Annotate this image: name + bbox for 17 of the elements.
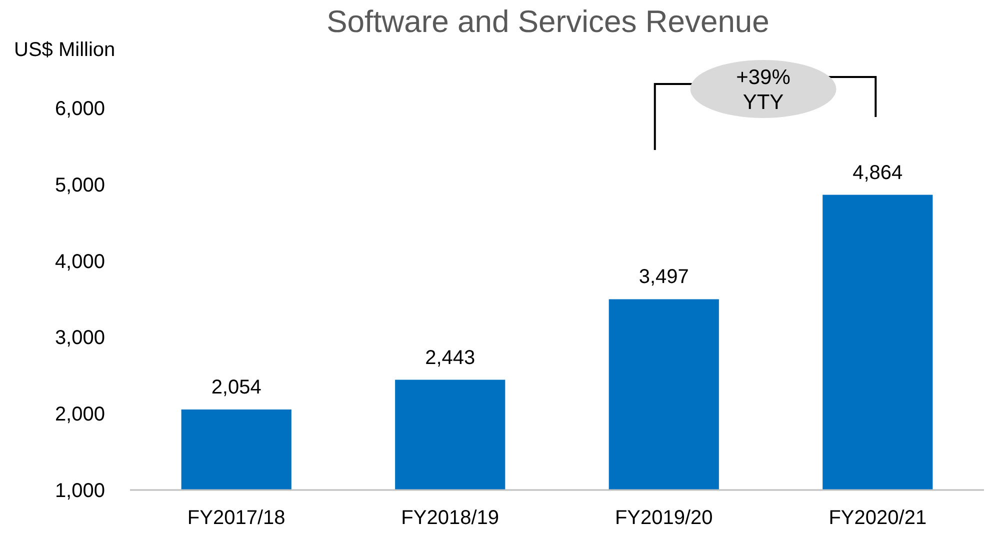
annotation: +39% YTY — [736, 66, 790, 114]
x-tick-label: FY2018/19 — [401, 507, 500, 529]
y-tick-label: 1,000 — [54, 480, 105, 502]
data-label: 4,864 — [852, 162, 903, 184]
y-tick-label: 4,000 — [54, 250, 105, 273]
x-tick-label: FY2019/20 — [614, 507, 713, 529]
y-tick-label: 5,000 — [54, 174, 105, 196]
y-tick-label: 6,000 — [54, 98, 105, 120]
data-label: 3,497 — [638, 266, 689, 288]
y-tick-label: 2,000 — [54, 404, 105, 426]
data-label: 2,443 — [425, 346, 476, 369]
chart-title: Software and Services Revenue — [326, 4, 770, 39]
data-label: 2,054 — [211, 376, 262, 398]
y-axis-title: US$ Million — [14, 39, 116, 61]
x-tick-label: FY2017/18 — [187, 507, 286, 529]
y-tick-label: 3,000 — [54, 327, 105, 350]
x-tick-label: FY2020/21 — [828, 507, 927, 529]
